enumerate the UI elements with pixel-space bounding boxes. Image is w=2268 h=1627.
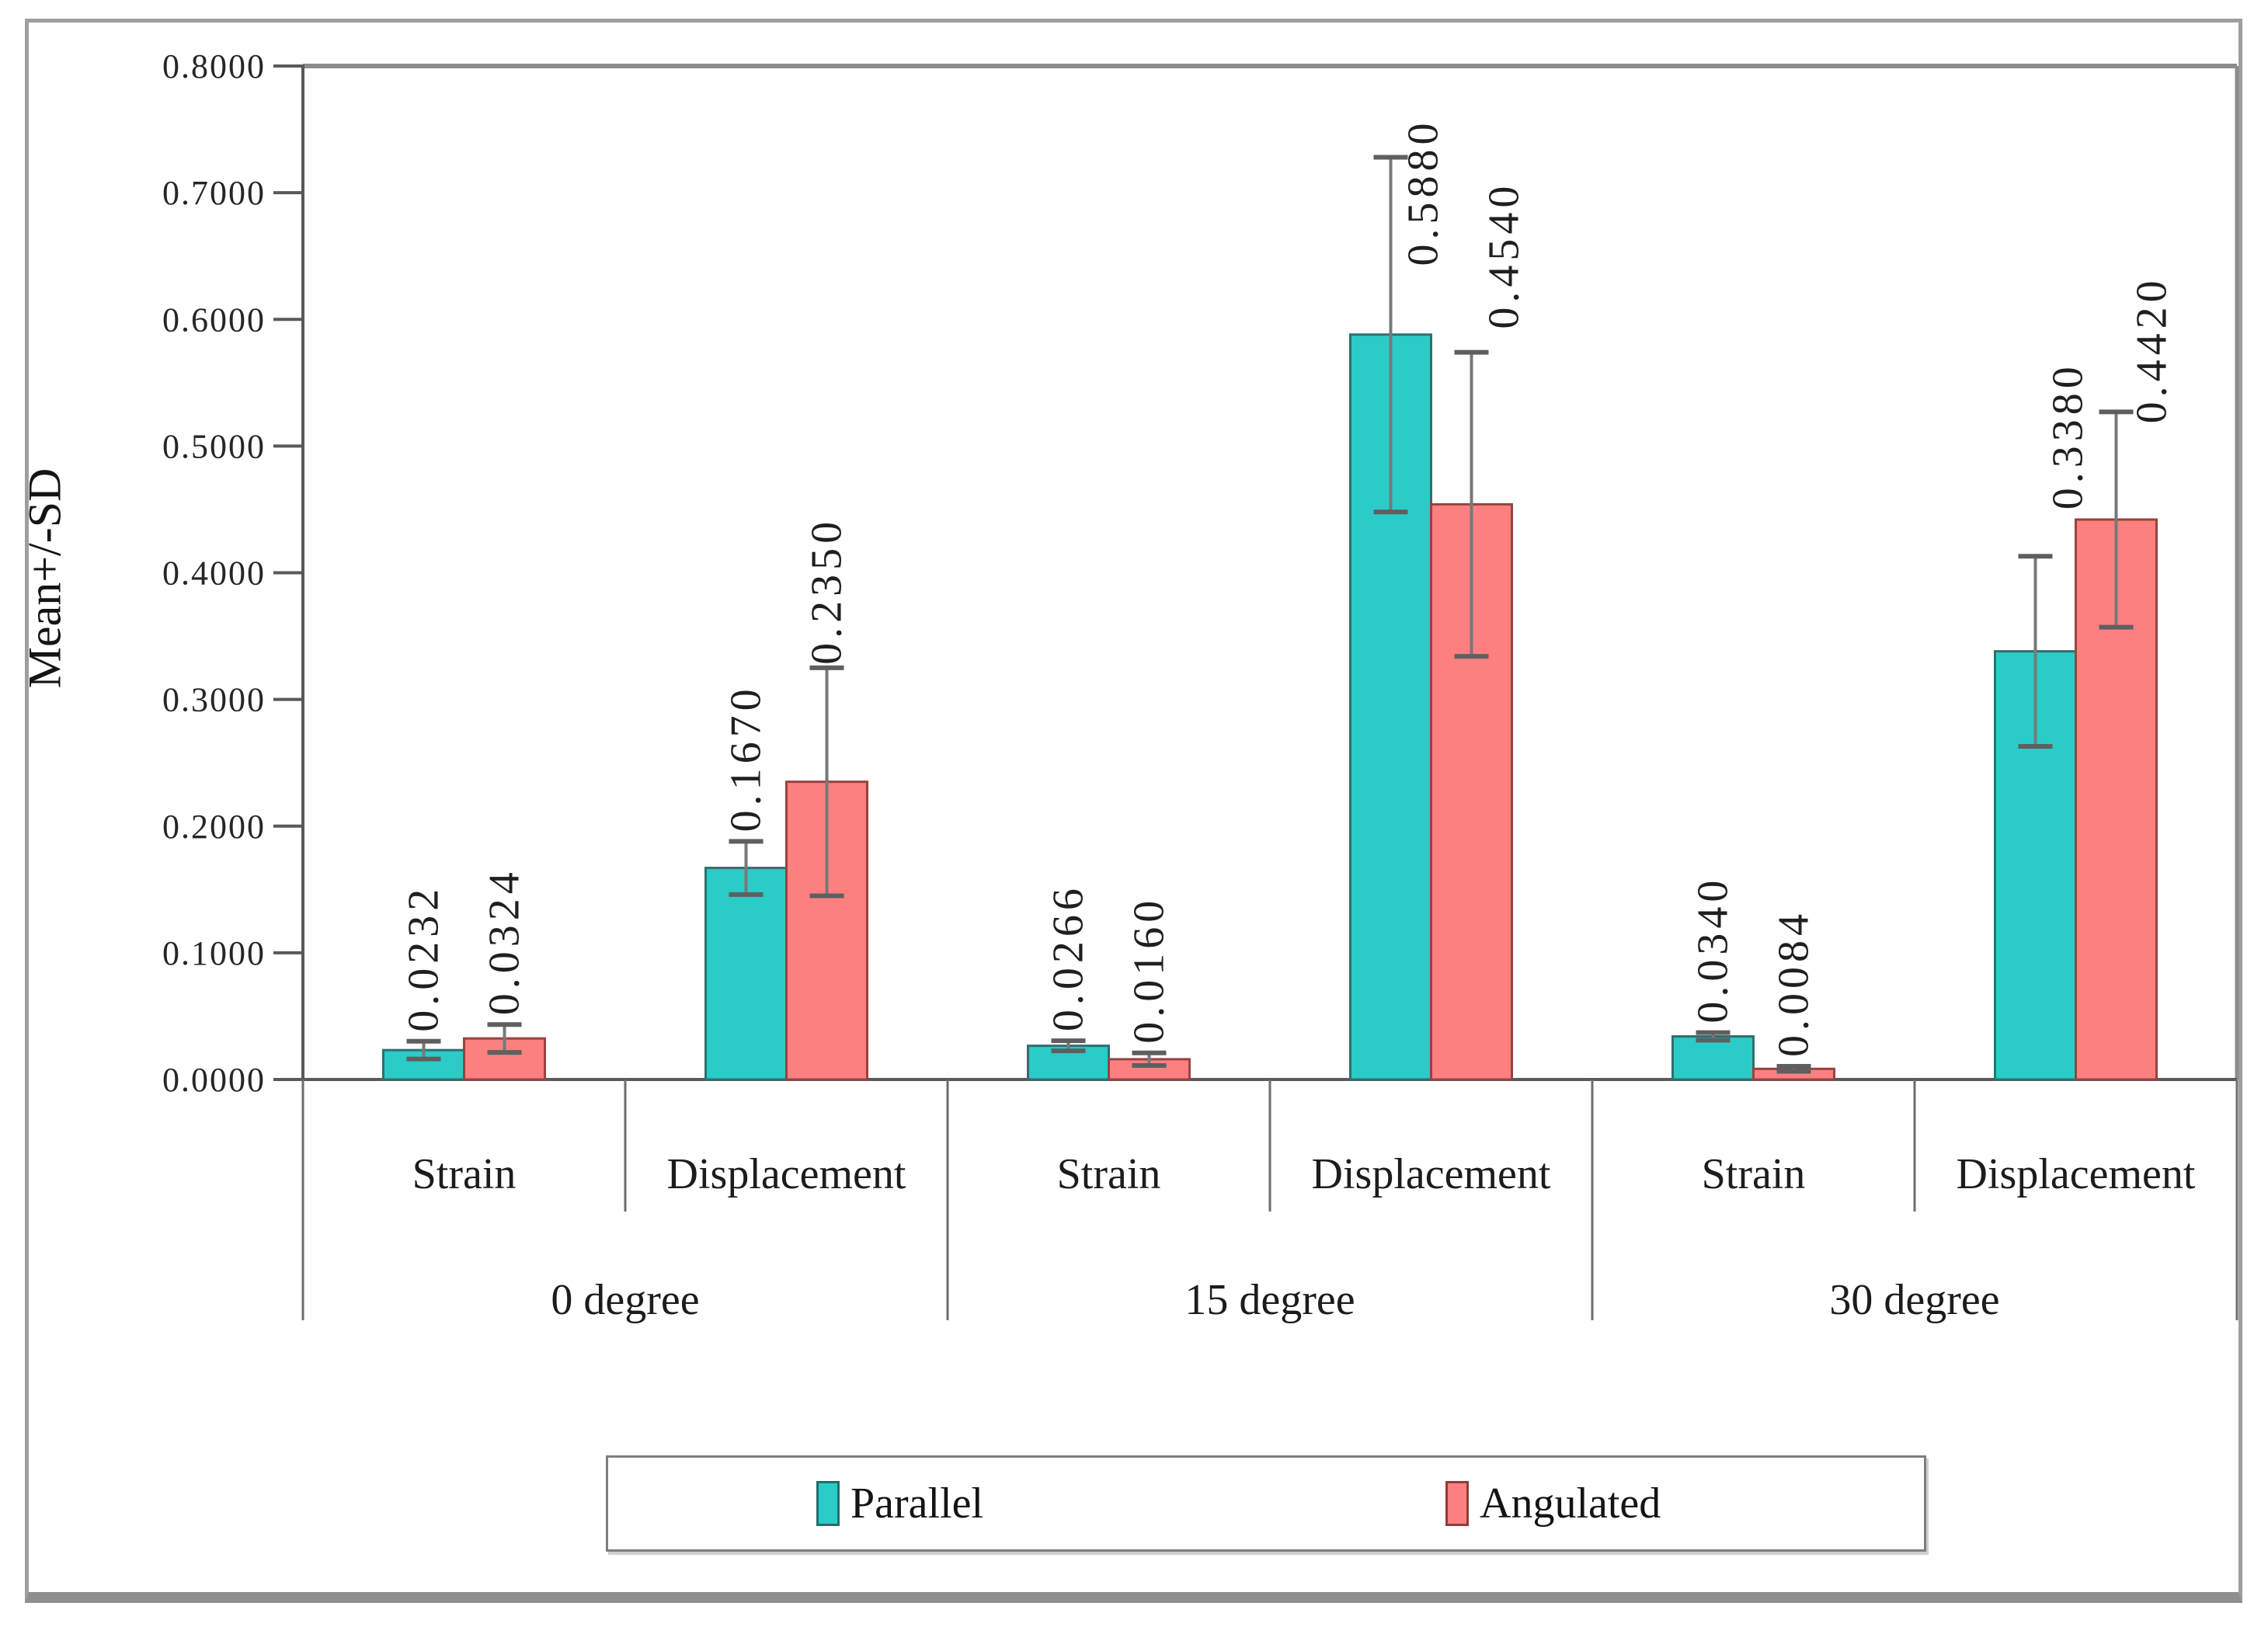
category-label: Displacement bbox=[1312, 1150, 1551, 1198]
y-tick-label: 0.8000 bbox=[162, 47, 266, 85]
category-label: Strain bbox=[1702, 1150, 1806, 1198]
data-label: 0.0324 bbox=[481, 867, 529, 1015]
bar-parallel bbox=[704, 867, 788, 1081]
data-label: 0.4420 bbox=[2128, 276, 2176, 423]
group-label: 0 degree bbox=[551, 1276, 699, 1324]
y-tick-label: 0.1000 bbox=[162, 934, 266, 972]
category-label: Displacement bbox=[1957, 1150, 2196, 1198]
category-label: Strain bbox=[1057, 1150, 1161, 1198]
y-tick-label: 0.0000 bbox=[162, 1061, 266, 1099]
data-label: 0.0084 bbox=[1770, 909, 1818, 1057]
data-label: 0.4540 bbox=[1480, 182, 1529, 329]
group-label: 15 degree bbox=[1184, 1276, 1355, 1324]
data-label: 0.2350 bbox=[803, 517, 851, 665]
data-label: 0.5880 bbox=[1400, 118, 1448, 266]
data-label: 0.0160 bbox=[1125, 896, 1174, 1044]
bar-parallel bbox=[1671, 1035, 1755, 1081]
data-label: 0.1670 bbox=[722, 684, 770, 832]
group-label: 30 degree bbox=[1829, 1276, 1999, 1324]
y-tick-label: 0.3000 bbox=[162, 681, 266, 719]
y-axis-title: Mean+/-SD bbox=[19, 468, 71, 689]
data-label: 0.0340 bbox=[1689, 876, 1738, 1024]
legend-item-angulated: Angulated bbox=[1445, 1458, 1661, 1549]
y-tick-label: 0.2000 bbox=[162, 808, 266, 846]
category-label: Strain bbox=[412, 1150, 517, 1198]
figure-border bbox=[25, 19, 2242, 1603]
legend: Parallel Angulated bbox=[606, 1455, 1926, 1552]
legend-label: Angulated bbox=[1480, 1479, 1661, 1528]
data-label: 0.0266 bbox=[1045, 884, 1093, 1031]
y-tick-label: 0.6000 bbox=[162, 301, 266, 339]
y-tick-label: 0.4000 bbox=[162, 555, 266, 593]
category-label: Displacement bbox=[667, 1150, 906, 1198]
data-label: 0.3380 bbox=[2044, 362, 2092, 509]
y-tick-label: 0.5000 bbox=[162, 427, 266, 465]
y-tick-label: 0.7000 bbox=[162, 174, 266, 212]
legend-item-parallel: Parallel bbox=[816, 1458, 983, 1549]
parallel-swatch-icon bbox=[816, 1481, 840, 1526]
data-label: 0.0232 bbox=[400, 885, 448, 1032]
legend-label: Parallel bbox=[850, 1479, 984, 1528]
angulated-swatch-icon bbox=[1445, 1481, 1469, 1526]
